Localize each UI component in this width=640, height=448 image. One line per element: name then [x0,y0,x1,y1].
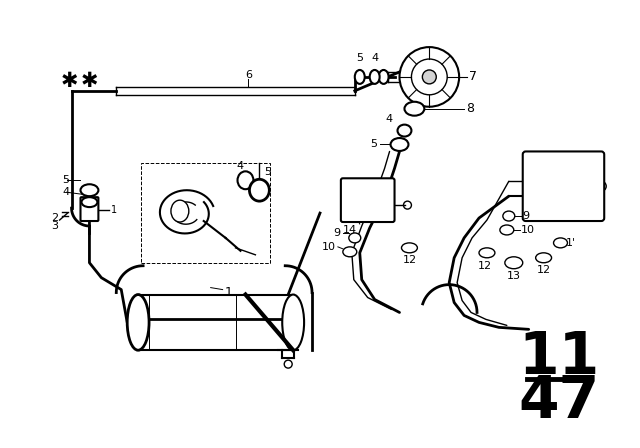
FancyBboxPatch shape [81,197,99,221]
Text: 14: 14 [343,225,357,235]
FancyBboxPatch shape [523,151,604,221]
Text: 12: 12 [478,261,492,271]
Circle shape [399,47,459,107]
Text: 11: 11 [518,329,599,386]
Ellipse shape [404,102,424,116]
Text: 13: 13 [507,271,521,281]
Text: 10: 10 [521,225,535,235]
Ellipse shape [536,253,552,263]
Ellipse shape [355,70,365,84]
Circle shape [403,201,412,209]
Ellipse shape [401,243,417,253]
Text: 1: 1 [225,286,232,299]
Circle shape [412,59,447,95]
Text: 1': 1' [566,238,575,248]
Text: 9: 9 [333,228,341,238]
Ellipse shape [282,294,304,350]
Circle shape [284,360,292,368]
Text: 2: 2 [51,213,58,223]
Ellipse shape [237,171,253,189]
Ellipse shape [397,125,412,137]
FancyBboxPatch shape [341,178,394,222]
Text: 5: 5 [371,139,378,150]
Text: 47: 47 [518,373,599,431]
Ellipse shape [379,70,388,84]
Ellipse shape [505,257,523,269]
Text: 12: 12 [403,255,417,265]
Text: 8: 8 [466,102,474,115]
Ellipse shape [554,238,568,248]
Text: 5: 5 [356,53,364,63]
Circle shape [596,181,606,191]
Ellipse shape [479,248,495,258]
Text: 10: 10 [322,242,336,252]
Text: ✱: ✱ [81,71,98,91]
Ellipse shape [370,70,380,84]
Text: 4: 4 [371,53,378,63]
Text: 9: 9 [523,211,530,221]
Ellipse shape [171,200,189,222]
FancyBboxPatch shape [138,294,293,350]
Text: 1: 1 [111,205,117,215]
Text: 12: 12 [536,265,550,275]
Bar [141,164,270,263]
Ellipse shape [250,179,269,201]
Text: 6: 6 [245,70,252,80]
Ellipse shape [390,138,408,151]
Ellipse shape [127,294,149,350]
Ellipse shape [349,233,361,243]
Ellipse shape [81,184,99,196]
Text: 5: 5 [264,167,271,177]
Text: 7: 7 [469,70,477,83]
Text: 4: 4 [237,161,244,171]
Text: 4: 4 [385,114,392,124]
Ellipse shape [500,225,514,235]
Ellipse shape [503,211,515,221]
Text: 5: 5 [63,175,70,185]
Ellipse shape [81,197,97,207]
Ellipse shape [343,247,356,257]
Text: 4: 4 [63,187,70,197]
Text: ✱: ✱ [61,71,78,91]
Circle shape [422,70,436,84]
Text: 3: 3 [51,221,58,231]
